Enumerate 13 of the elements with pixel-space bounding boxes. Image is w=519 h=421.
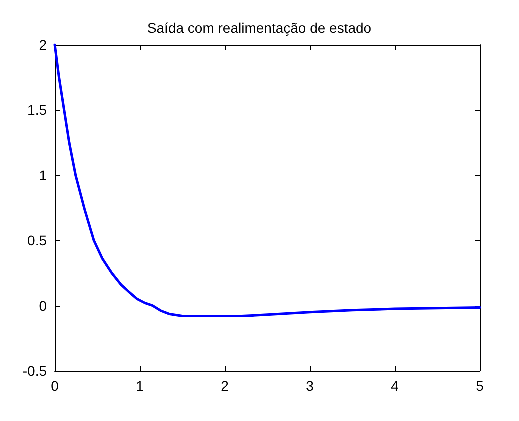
y-tick-label: 0.5 <box>28 232 48 249</box>
x-tick-label: 4 <box>391 378 400 394</box>
x-tick-label: 3 <box>306 378 314 394</box>
x-tick-label: 2 <box>221 378 230 394</box>
y-tick-label: 2 <box>39 37 48 53</box>
y-tick-label: 1 <box>39 167 48 184</box>
x-tick-label: 1 <box>136 378 144 394</box>
y-tick-label: 0 <box>39 298 48 314</box>
x-tick-label: 0 <box>51 378 60 394</box>
y-tick-label: -0.5 <box>22 363 48 379</box>
chart-title: Saída com realimentação de estado <box>147 20 372 36</box>
y-tick-label: 1.5 <box>28 102 48 118</box>
x-tick-label: 5 <box>476 378 484 394</box>
